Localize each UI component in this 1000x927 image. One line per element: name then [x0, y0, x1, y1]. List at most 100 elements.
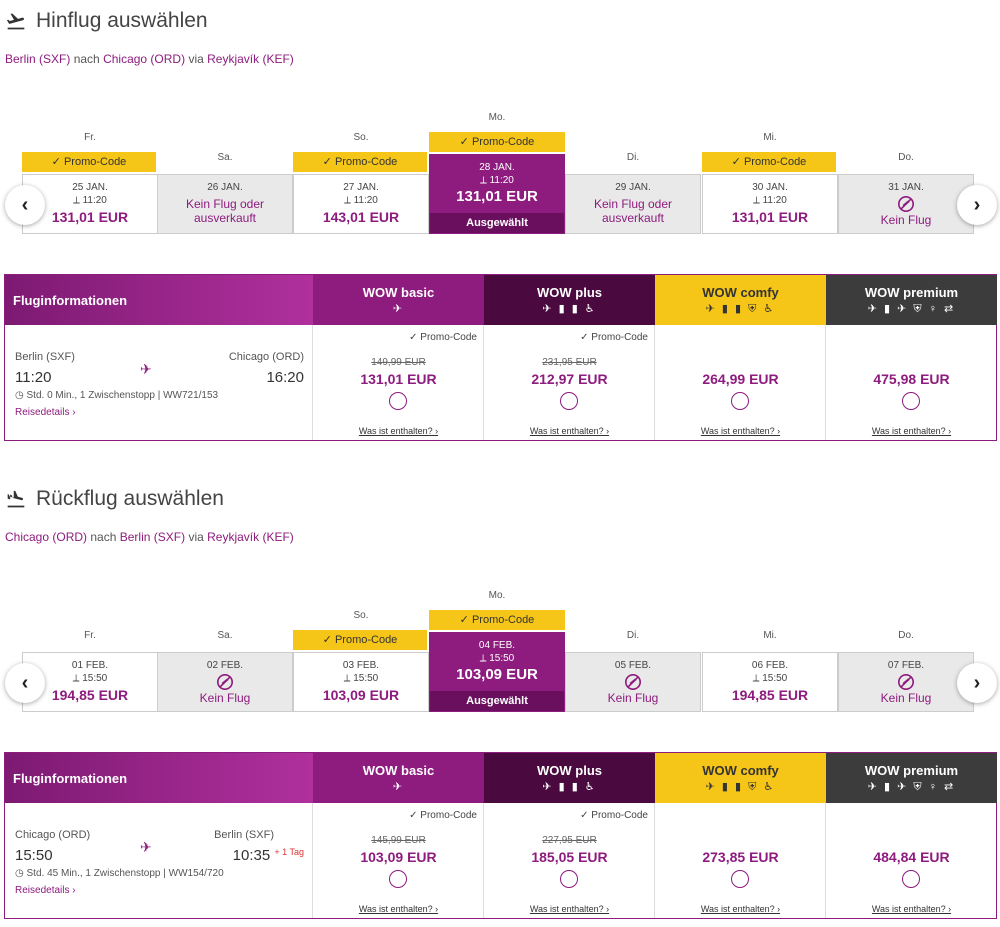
next-dates-button[interactable]: ›	[957, 185, 997, 225]
departure-time: 11:20	[15, 369, 52, 386]
fare-radio[interactable]	[731, 870, 749, 888]
day-of-week: Di.	[626, 630, 640, 641]
promo-badge: ✓ Promo-Code	[293, 152, 427, 172]
route-to[interactable]: Chicago (ORD)	[103, 52, 186, 66]
day-time: ⟂ 15:50	[752, 673, 788, 684]
day-card-body[interactable]: 27 JAN. ⟂ 11:20 143,01 EUR	[293, 174, 429, 234]
day-card-body[interactable]: 03 FEB. ⟂ 15:50 103,09 EUR	[293, 652, 429, 712]
clock-icon: ◷	[15, 390, 27, 401]
no-flight-text: Kein Flug	[199, 691, 251, 705]
day-of-week: So.	[353, 610, 369, 621]
fare-cell-plus[interactable]: ✓ Promo-Code 231,95 EUR 212,97 EUR Was i…	[484, 325, 655, 440]
old-price: 231,95 EUR	[542, 357, 597, 368]
section-title: Hinflug auswählen	[36, 9, 208, 32]
fare-radio[interactable]	[902, 392, 920, 410]
duration-text: Std. 0 Min., 1 Zwischenstopp | WW721/153	[26, 390, 219, 401]
day-date: 26 JAN.	[207, 182, 243, 193]
whats-included-link[interactable]: Was ist enthalten? ›	[700, 904, 781, 914]
promo-badge: ✓ Promo-Code	[429, 610, 565, 630]
day-price: 143,01 EUR	[322, 209, 400, 225]
arrival-city: Chicago (ORD)	[228, 351, 304, 363]
fare-cell-basic[interactable]: ✓ Promo-Code 145,99 EUR 103,09 EUR Was i…	[313, 803, 484, 918]
fare-cell-comfy[interactable]: 273,85 EUR Was ist enthalten? ›	[655, 803, 826, 918]
day-card-body[interactable]: 04 FEB. ⟂ 15:50 103,09 EUR Ausgewählt	[429, 632, 565, 712]
day-card-body[interactable]: 06 FEB. ⟂ 15:50 194,85 EUR	[702, 652, 838, 712]
fare-cell-premium[interactable]: 484,84 EUR Was ist enthalten? ›	[826, 803, 997, 918]
fare-cell-basic[interactable]: ✓ Promo-Code 149,99 EUR 131,01 EUR Was i…	[313, 325, 484, 440]
fare-header-basic: WOW basic ✈	[313, 275, 484, 325]
fare-price: 475,98 EUR	[873, 371, 950, 387]
fare-radio[interactable]	[560, 392, 578, 410]
whats-included-link[interactable]: Was ist enthalten? ›	[529, 904, 610, 914]
whats-included-link[interactable]: Was ist enthalten? ›	[358, 426, 439, 436]
day-date: 07 FEB.	[887, 660, 925, 671]
route-word: via	[188, 52, 204, 66]
route-from[interactable]: Chicago (ORD)	[5, 530, 88, 544]
route-from[interactable]: Berlin (SXF)	[5, 52, 71, 66]
day-card-body[interactable]: 01 FEB. ⟂ 15:50 194,85 EUR	[22, 652, 158, 712]
route-via[interactable]: Reykjavík (KEF)	[207, 530, 294, 544]
fare-radio[interactable]	[731, 392, 749, 410]
arrival-city: Berlin (SXF)	[214, 829, 274, 841]
route-word: nach	[73, 52, 100, 66]
old-price: 227,95 EUR	[542, 835, 597, 846]
promo-badge: ✓ Promo-Code	[429, 132, 565, 152]
next-dates-button[interactable]: ›	[957, 663, 997, 703]
date-strip: Fr. ✓ Promo-Code 25 JAN. ⟂ 11:20 131,01 …	[0, 104, 1000, 234]
promo-note: ✓ Promo-Code	[409, 332, 477, 343]
no-flight-icon	[624, 673, 642, 691]
fare-header-plus: WOW plus ✈ ▮ ▮ ♿	[484, 753, 655, 803]
day-date: 30 JAN.	[752, 182, 788, 193]
fare-cell-comfy[interactable]: 264,99 EUR Was ist enthalten? ›	[655, 325, 826, 440]
fare-header-premium: WOW premium ✈ ▮ ✈ ⛨ ♀ ⇄	[826, 275, 997, 325]
fare-radio[interactable]	[389, 392, 407, 410]
arrival-time: 16:20	[266, 369, 304, 386]
fare-price: 103,09 EUR	[360, 849, 437, 865]
fare-header-premium: WOW premium ✈ ▮ ✈ ⛨ ♀ ⇄	[826, 753, 997, 803]
day-card-body[interactable]: 28 JAN. ⟂ 11:20 131,01 EUR Ausgewählt	[429, 154, 565, 234]
promo-note: ✓ Promo-Code	[580, 810, 648, 821]
day-date: 04 FEB.	[478, 640, 516, 651]
travel-details-link[interactable]: Reisedetails ›	[15, 885, 76, 896]
day-price: 131,01 EUR	[456, 188, 538, 205]
departure-city: Chicago (ORD)	[15, 829, 91, 841]
whats-included-link[interactable]: Was ist enthalten? ›	[871, 904, 952, 914]
day-time: ⟂ 11:20	[344, 195, 378, 206]
route-to[interactable]: Berlin (SXF)	[119, 530, 186, 544]
whats-included-link[interactable]: Was ist enthalten? ›	[871, 426, 952, 436]
no-flight-icon	[216, 673, 234, 691]
fare-cell-premium[interactable]: 475,98 EUR Was ist enthalten? ›	[826, 325, 997, 440]
prev-dates-button[interactable]: ‹	[5, 663, 45, 703]
outbound-header: Hinflug auswählen	[6, 6, 208, 36]
route-via[interactable]: Reykjavík (KEF)	[207, 52, 294, 66]
day-time: ⟂ 15:50	[479, 653, 515, 664]
fare-price: 131,01 EUR	[360, 371, 437, 387]
fare-radio[interactable]	[902, 870, 920, 888]
old-price: 145,99 EUR	[371, 835, 426, 846]
day-date: 03 FEB.	[342, 660, 380, 671]
whats-included-link[interactable]: Was ist enthalten? ›	[358, 904, 439, 914]
route-word: nach	[90, 530, 117, 544]
prev-dates-button[interactable]: ‹	[5, 185, 45, 225]
day-price: 194,85 EUR	[51, 687, 129, 703]
plane-landing-icon	[7, 490, 25, 508]
plane-icon: ✈	[140, 361, 152, 377]
fare-table: Fluginformationen WOW basic ✈ WOW plus ✈…	[4, 274, 997, 441]
whats-included-link[interactable]: Was ist enthalten? ›	[700, 426, 781, 436]
travel-details-link[interactable]: Reisedetails ›	[15, 407, 76, 418]
departure-city: Berlin (SXF)	[15, 351, 75, 363]
day-of-week: Mi.	[763, 132, 777, 143]
arrival-time: 10:35	[232, 847, 271, 864]
fare-name: WOW comfy	[702, 763, 779, 778]
fare-radio[interactable]	[389, 870, 407, 888]
fare-name: WOW basic	[362, 763, 435, 778]
fare-name: WOW comfy	[702, 285, 779, 300]
fare-table: Fluginformationen WOW basic ✈ WOW plus ✈…	[4, 752, 997, 919]
fare-cell-plus[interactable]: ✓ Promo-Code 227,95 EUR 185,05 EUR Was i…	[484, 803, 655, 918]
flight-info: Berlin (SXF) 11:20 ✈ Chicago (ORD) 16:20…	[5, 325, 313, 440]
fare-feature-icons: ✈	[392, 303, 405, 315]
day-card-body[interactable]: 30 JAN. ⟂ 11:20 131,01 EUR	[702, 174, 838, 234]
day-date: 27 JAN.	[343, 182, 379, 193]
whats-included-link[interactable]: Was ist enthalten? ›	[529, 426, 610, 436]
fare-radio[interactable]	[560, 870, 578, 888]
